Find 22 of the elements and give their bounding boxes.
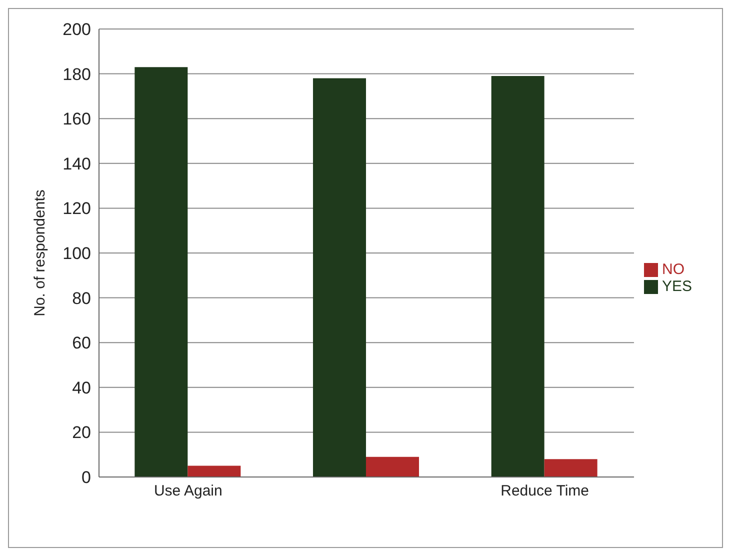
legend-label: YES [662,278,692,295]
legend-label: NO [662,261,684,278]
bar [491,76,544,477]
bar [544,459,598,477]
y-tick-label: 200 [62,20,91,40]
bar [366,456,419,477]
bar [188,466,241,477]
bar [134,67,188,477]
y-tick-label: 20 [72,423,91,442]
y-tick-label: 100 [62,244,91,264]
y-tick-label: 0 [82,468,91,488]
y-tick-label: 180 [62,64,91,84]
x-tick-label: Use Again [154,482,222,500]
y-tick-label: 60 [72,334,91,353]
y-tick-label: 160 [62,110,91,129]
y-tick-label: 140 [62,154,91,174]
x-tick-label: Reduce Time [500,482,590,500]
y-tick-label: 80 [72,288,91,308]
y-tick-label: 40 [72,378,91,398]
y-axis-title: No. of respondents [31,190,48,316]
bar [312,78,366,477]
y-tick-label: 120 [62,199,91,218]
